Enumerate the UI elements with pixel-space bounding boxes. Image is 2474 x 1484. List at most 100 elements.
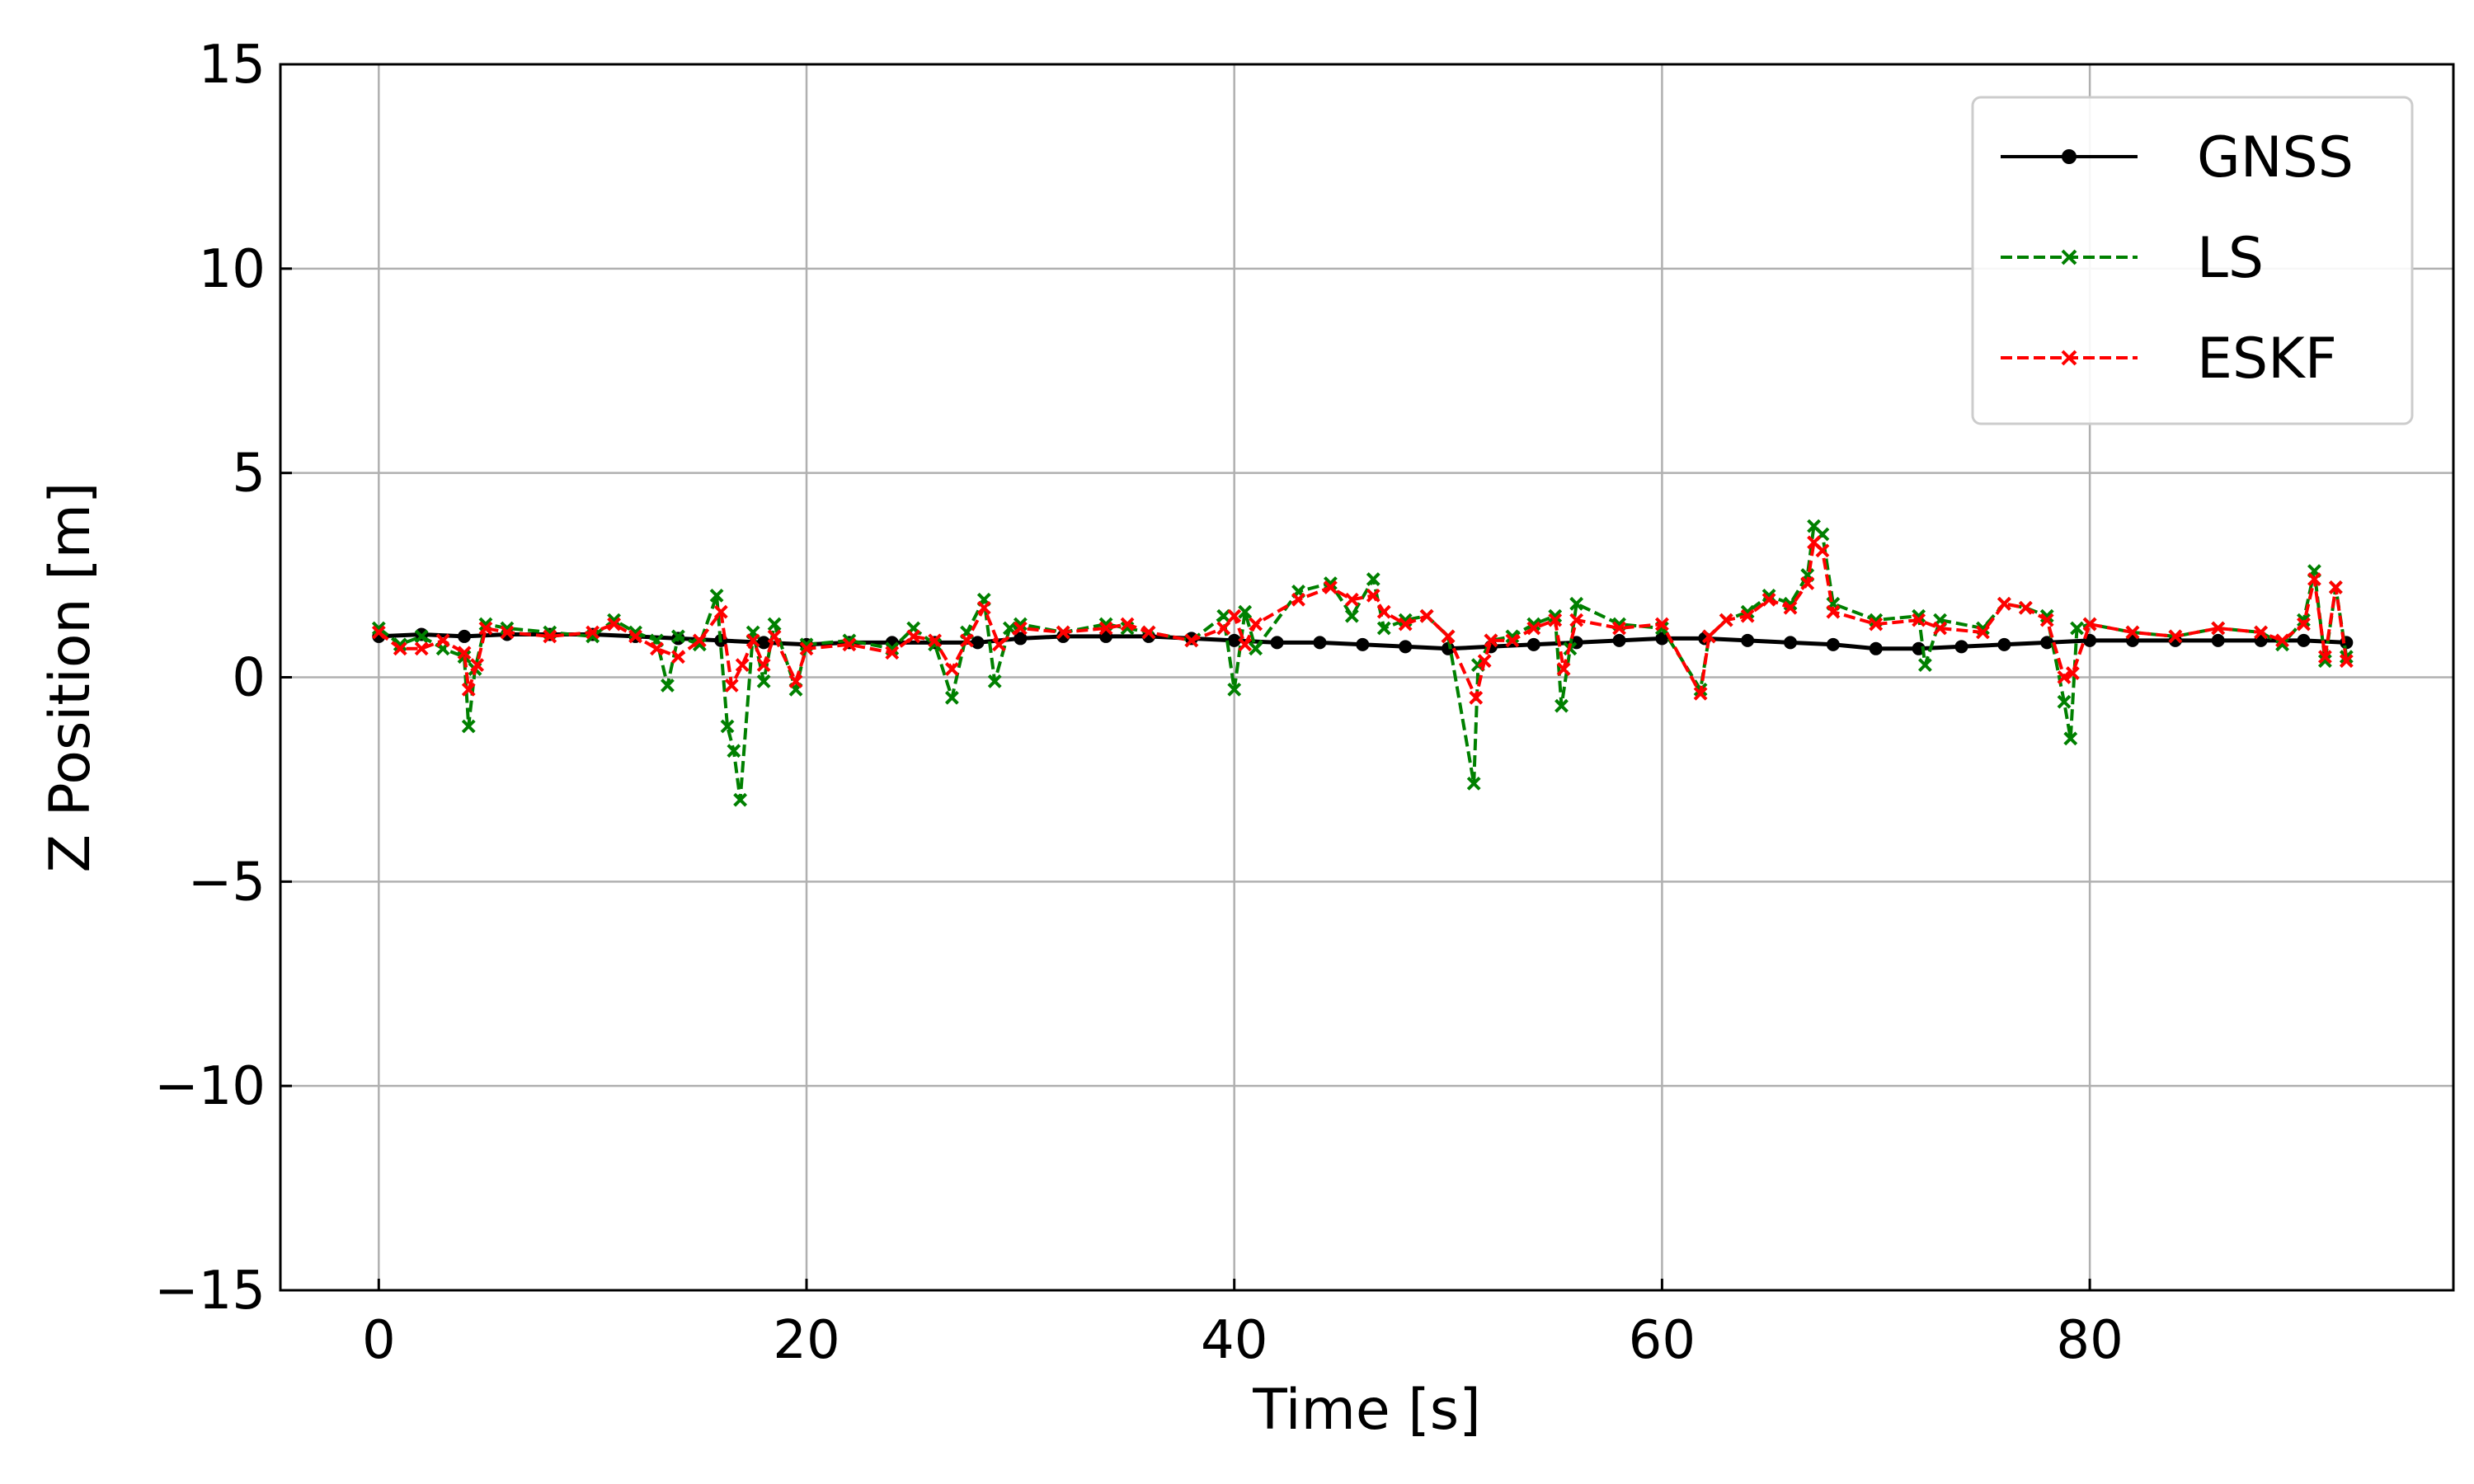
data-point (1216, 608, 1231, 623)
data-point (393, 641, 407, 656)
data-point (1784, 636, 1798, 650)
data-point (1693, 686, 1708, 701)
data-point (727, 744, 741, 758)
data-point (1099, 629, 1113, 643)
data-point (1366, 572, 1380, 586)
data-point (414, 629, 429, 644)
data-point (457, 646, 472, 660)
data-point (992, 637, 1006, 652)
data-point (799, 641, 814, 656)
legend-box (1971, 96, 2414, 425)
data-point (2083, 633, 2097, 647)
data-point (1505, 633, 1520, 648)
data-point (470, 658, 485, 673)
data-point (2040, 636, 2054, 650)
plot-series (371, 519, 2354, 807)
data-point (1719, 613, 1733, 627)
data-point (2061, 350, 2077, 366)
data-point (2062, 149, 2077, 164)
data-point (960, 633, 974, 648)
data-point (709, 588, 724, 603)
data-point (1741, 633, 1755, 647)
data-point (724, 678, 739, 693)
data-point (2061, 249, 2077, 265)
legend-label: ESKF (2197, 326, 2337, 392)
y-tick-label: 0 (232, 648, 266, 709)
data-point (1612, 621, 1626, 636)
data-point (1238, 604, 1253, 619)
data-point (1249, 641, 1263, 656)
data-point (1216, 621, 1231, 636)
data-point (1569, 613, 1584, 627)
data-point (692, 633, 707, 648)
data-point (1740, 608, 1755, 623)
data-point (543, 629, 557, 644)
legend-label: LS (2197, 226, 2264, 291)
data-point (1783, 600, 1798, 615)
data-point (1554, 698, 1569, 713)
legend-item-gnss: GNSS (2001, 125, 2354, 190)
data-point (1399, 640, 1413, 654)
data-point (1323, 580, 1338, 594)
data-point (1227, 633, 1241, 647)
data-point (1056, 625, 1070, 640)
data-point (2057, 670, 2072, 684)
data-point (1912, 613, 1926, 627)
data-point (2211, 621, 2226, 636)
data-point (2082, 617, 2097, 632)
data-point (2039, 613, 2054, 627)
data-point (1569, 596, 1584, 611)
data-point (2339, 654, 2354, 669)
y-tick-label: −15 (154, 1261, 266, 1322)
legend-item-ls: LS (2001, 226, 2264, 291)
data-point (944, 690, 959, 705)
data-point (1976, 625, 1990, 640)
data-point (1227, 608, 1242, 623)
data-point (1548, 613, 1563, 627)
data-point (1826, 604, 1841, 619)
data-point (1441, 629, 1456, 644)
y-axis-label: Z Position [m] (38, 482, 103, 873)
data-point (1227, 682, 1242, 697)
data-point (1291, 592, 1305, 607)
data-point (1526, 621, 1541, 636)
data-point (1249, 617, 1263, 632)
data-point (670, 629, 685, 644)
data-point (745, 633, 760, 648)
data-point (1376, 621, 1391, 636)
data-point (1826, 637, 1840, 651)
data-point (2254, 625, 2268, 640)
data-point (607, 617, 622, 632)
data-point (2063, 731, 2078, 746)
legend-label: GNSS (2197, 125, 2354, 190)
data-point (885, 646, 900, 660)
y-tick-label: 15 (199, 35, 266, 96)
data-point (461, 719, 476, 734)
data-point (1917, 658, 1932, 673)
data-point (976, 600, 991, 615)
data-point (500, 625, 515, 640)
data-point (735, 658, 750, 673)
data-point (692, 637, 707, 652)
data-point (1869, 641, 1883, 655)
data-point (842, 637, 857, 652)
data-point (1344, 608, 1359, 623)
data-point (1548, 608, 1563, 623)
data-point (1954, 640, 1968, 654)
data-point (586, 625, 600, 640)
data-point (435, 633, 450, 648)
data-point (628, 625, 642, 640)
data-point (628, 629, 642, 644)
data-point (1344, 592, 1359, 607)
data-point (1466, 776, 1481, 791)
data-point (1014, 632, 1028, 646)
data-point (1933, 621, 1947, 636)
data-point (2018, 600, 2033, 615)
x-tick-label: 80 (2056, 1310, 2123, 1371)
legend-item-eskf: ESKF (2001, 326, 2337, 392)
data-point (1997, 637, 2011, 651)
data-point (2254, 633, 2268, 647)
x-axis-label: Time [s] (1252, 1378, 1481, 1443)
data-point (1477, 654, 1492, 669)
